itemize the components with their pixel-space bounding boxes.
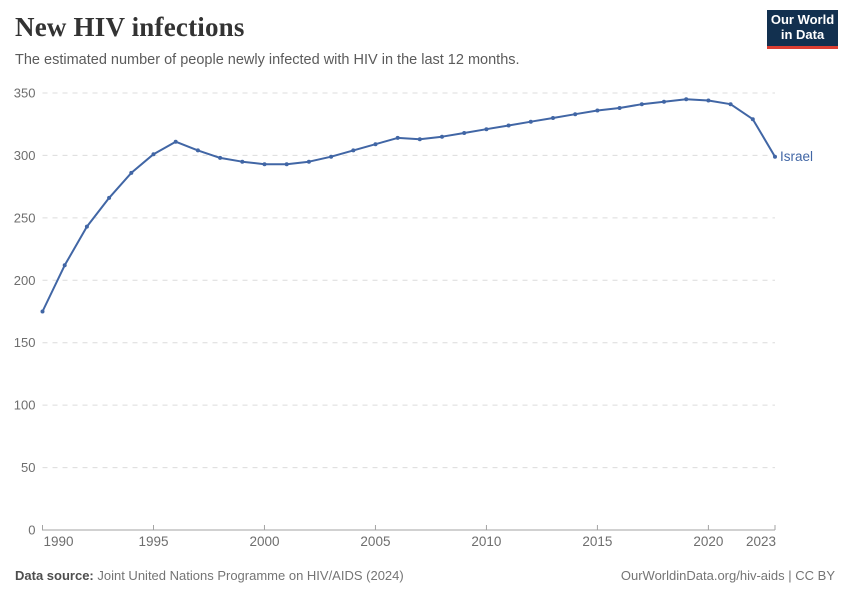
x-tick-label-2015: 2015 [582,534,612,549]
data-point-1995[interactable] [151,152,156,157]
x-tick-label-2023: 2023 [746,534,776,549]
owid-logo-line1: Our World [770,12,835,28]
x-tick-label-1990: 1990 [44,534,74,549]
data-point-2014[interactable] [573,112,578,117]
data-point-2010[interactable] [484,127,489,132]
data-point-2003[interactable] [329,154,334,159]
data-point-2020[interactable] [706,98,711,103]
data-point-2009[interactable] [462,131,467,135]
data-source-note: Data source: Joint United Nations Progra… [15,568,404,583]
data-point-1993[interactable] [107,195,112,200]
data-point-1999[interactable] [240,159,245,164]
y-tick-label-100: 100 [14,398,36,413]
owid-logo-line2: in Data [780,27,825,42]
data-point-2012[interactable] [528,119,533,124]
data-point-2006[interactable] [395,135,400,140]
x-tick-label-2000: 2000 [249,534,279,549]
data-point-1992[interactable] [84,224,89,229]
y-tick-label-0: 0 [28,523,35,538]
data-point-2018[interactable] [662,99,666,104]
data-point-2013[interactable] [551,116,555,120]
license-text: | CC BY [784,568,835,583]
y-tick-label-350: 350 [14,86,36,101]
x-tick-label-2020: 2020 [693,534,723,549]
chart-footer: Data source: Joint United Nations Progra… [15,568,835,583]
page-title: New HIV infections [15,12,245,42]
data-point-1998[interactable] [218,155,223,160]
owid-logo[interactable]: Our World in Data [767,10,838,49]
entity-label[interactable]: Israel [780,149,813,164]
chart-url-link[interactable]: OurWorldinData.org/hiv-aids [620,568,785,583]
data-point-2004[interactable] [351,148,356,153]
y-tick-label-250: 250 [14,210,36,225]
data-point-1997[interactable] [195,148,200,153]
data-point-2011[interactable] [506,123,511,128]
x-tick-label-2010: 2010 [471,534,501,549]
series-line-israel[interactable] [41,98,776,313]
data-point-2002[interactable] [306,159,311,164]
data-source-label: Data source: [15,568,94,583]
data-point-2021[interactable] [728,102,733,107]
data-point-2000[interactable] [262,162,267,167]
data-point-2017[interactable] [639,102,644,107]
data-point-2015[interactable] [595,108,600,113]
data-point-2008[interactable] [440,134,444,139]
x-tick-label-2005: 2005 [360,534,390,549]
data-point-1994[interactable] [129,170,134,175]
data-point-2019[interactable] [684,97,689,102]
data-point-2005[interactable] [373,142,378,147]
data-point-1990[interactable] [40,309,45,314]
data-point-2016[interactable] [617,106,622,110]
data-point-2007[interactable] [417,137,422,142]
y-tick-label-50: 50 [21,460,35,475]
line-chart[interactable]: 0 50 100 150 200 250 300 350 1990 1995 2000 2005 201… [0,78,850,558]
data-source-text: Joint United Nations Programme on HIV/AI… [93,568,404,583]
data-point-1991[interactable] [62,263,67,268]
y-tick-label-200: 200 [14,273,36,288]
x-tick-label-1995: 1995 [138,534,168,549]
data-point-2023[interactable] [773,154,777,159]
y-tick-label-300: 300 [14,148,36,163]
footer-right: OurWorldinData.org/hiv-aids | CC BY [621,568,835,583]
data-point-2022[interactable] [750,117,755,122]
data-point-1996[interactable] [173,139,178,144]
y-tick-label-150: 150 [14,335,36,350]
chart-subtitle: The estimated number of people newly inf… [15,52,520,68]
data-point-2001[interactable] [284,162,289,167]
